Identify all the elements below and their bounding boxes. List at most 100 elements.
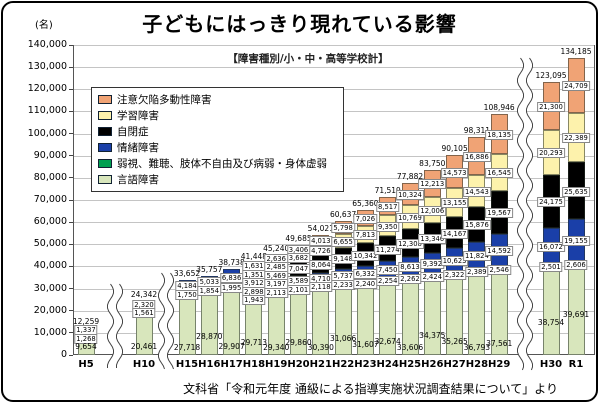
x-axis-label: H22	[331, 359, 355, 370]
bar-total-label: 35,757	[196, 264, 223, 274]
bar-value-label: 25,635	[562, 186, 590, 197]
legend-label: 学習障害	[117, 109, 159, 122]
bar-value-label: 2,606	[564, 260, 588, 271]
bar-value-label: 16,072	[537, 241, 565, 252]
y-axis-label: 20,000	[33, 304, 67, 316]
y-axis-tick	[69, 177, 73, 179]
bar-total-label: 90,105	[441, 144, 468, 154]
bar-segment	[200, 291, 218, 355]
bar-value-label: 4,013	[309, 235, 333, 246]
y-axis-tick	[69, 310, 73, 312]
bar-value-label: 16,886	[462, 152, 491, 162]
legend-item: 弱視、難聴、肢体不自由及び病弱・身体虚弱	[98, 156, 337, 171]
bar-segment	[542, 269, 560, 355]
x-axis-label: H25	[398, 359, 422, 370]
bar-value-label: 11,274	[373, 244, 402, 255]
bar-bottom-value-label: 38,754	[537, 318, 565, 327]
legend-item: 自閉症	[98, 124, 337, 139]
bar-bottom-value-label: 29,907	[218, 342, 245, 351]
y-axis-tick	[69, 354, 73, 356]
bar-value-label: 2,240	[353, 278, 378, 289]
y-axis-label: 10,000	[33, 326, 67, 338]
y-axis-tick	[69, 44, 73, 46]
x-axis-label: H15	[175, 359, 199, 370]
bar-value-label: 10,342	[351, 250, 380, 261]
legend-label: 言語障害	[117, 174, 159, 187]
bar-value-label: 1,995	[219, 282, 244, 293]
bar-value-label: 6,655	[331, 236, 355, 247]
bar-value-label: 15,876	[462, 220, 491, 231]
x-axis-label: H5	[78, 359, 94, 370]
y-axis-label: 130,000	[27, 61, 67, 73]
bar-bottom-value-label: 34,375	[419, 331, 446, 340]
x-axis-label: R1	[568, 359, 584, 370]
bar-value-label: 10,769	[396, 213, 424, 224]
bar-total-label: 71,519	[374, 185, 401, 195]
bar-value-label: 13,155	[440, 198, 469, 209]
bar-value-label: 8,613	[398, 262, 422, 273]
legend-swatch	[98, 143, 112, 153]
bar-bottom-value-label: 30,390	[307, 343, 334, 352]
bar-value-label: 2,113	[264, 287, 288, 298]
bar-bottom-value-label: 29,860	[285, 338, 312, 347]
bar-total-label: 60,637	[329, 209, 357, 219]
bar-bottom-value-label: 27,718	[173, 343, 201, 352]
bar-bottom-value-label: 33,606	[396, 343, 424, 352]
bar-total-label: 123,095	[535, 71, 567, 81]
bar-bottom-value-label: 31,607	[352, 340, 379, 349]
bar-value-label: 2,322	[442, 270, 467, 281]
chart-title: 子どもにはっきり現れている影響	[142, 12, 457, 36]
bar-value-label: 2,501	[539, 262, 563, 273]
y-axis-tick	[69, 155, 73, 157]
bar-bottom-value-label: 29,713	[240, 338, 268, 347]
bar-value-label: 8,517	[375, 202, 400, 213]
legend-label: 弱視、難聴、肢体不自由及び病弱・身体虚弱	[117, 158, 327, 171]
y-axis-label: 110,000	[27, 105, 67, 117]
bar-value-label: 10,324	[396, 189, 424, 200]
bar-value-label: 24,709	[562, 81, 590, 92]
chart-subtitle: 【障害種別/小・中・高等学校計】	[227, 53, 389, 65]
y-axis-label: 50,000	[33, 238, 67, 250]
bar-value-label: 2,233	[331, 279, 355, 290]
bar-bottom-value-label: 31,066	[329, 334, 357, 343]
bar-value-label: 14,167	[440, 228, 469, 239]
y-axis-tick	[69, 199, 73, 201]
bar-segment	[423, 278, 441, 355]
bar-value-label: 1,943	[242, 295, 266, 306]
y-axis-label: 80,000	[33, 171, 67, 183]
bar-value-label: 12,006	[418, 205, 447, 216]
bar-value-label: 14,573	[440, 167, 469, 178]
bar-total-label: 54,021	[307, 224, 334, 234]
y-axis-label: 40,000	[33, 260, 67, 272]
y-axis-label: 60,000	[33, 216, 67, 228]
y-axis-tick	[69, 110, 73, 112]
legend-swatch	[98, 126, 112, 136]
y-axis-label: 140,000	[27, 39, 67, 50]
bar-value-label: 11,824	[462, 251, 491, 262]
legend-item: 学習障害	[98, 108, 337, 123]
y-axis-tick	[69, 243, 73, 245]
bar-total-label: 33,652	[173, 269, 201, 279]
y-axis-label: 30,000	[33, 282, 67, 294]
bar-bottom-value-label: 32,674	[374, 337, 401, 346]
bar-total-label: 108,946	[483, 102, 515, 112]
legend-label: 注意欠陥多動性障害	[117, 93, 212, 106]
gridline	[74, 310, 594, 312]
bar-total-label: 41,448	[240, 252, 268, 262]
x-axis-label: H29	[488, 359, 511, 370]
bar-value-label: 13,340	[418, 233, 447, 244]
bar-bottom-value-label: 9,654	[75, 342, 97, 351]
gridline	[74, 332, 594, 334]
bar-total-label: 77,882	[396, 171, 424, 181]
bar-total-label: 12,259	[72, 316, 100, 326]
bar-value-label: 2,546	[487, 265, 511, 275]
bar-value-label: 7,026	[353, 214, 378, 225]
y-axis-label: 70,000	[33, 194, 67, 205]
bar-value-label: 18,135	[485, 129, 514, 140]
bar-value-label: 21,300	[537, 102, 565, 112]
x-axis-label: H28	[465, 359, 489, 370]
bar-total-label: 49,685	[285, 233, 312, 243]
bar-value-label: 14,543	[462, 186, 491, 197]
legend-swatch	[98, 175, 112, 185]
